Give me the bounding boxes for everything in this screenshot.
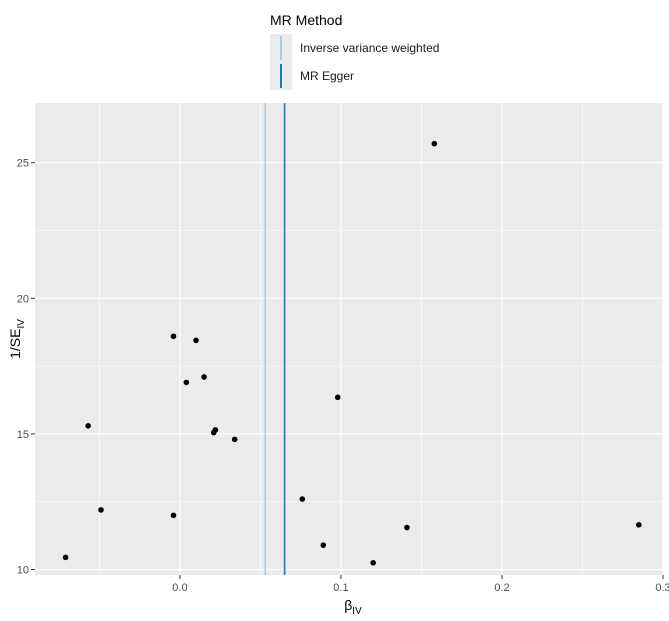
x-tick-label: 0.0 (172, 582, 187, 594)
data-point (320, 542, 327, 548)
legend-item-egger: MR Egger (270, 62, 439, 90)
data-point (299, 496, 306, 502)
data-point (183, 379, 190, 386)
data-point (334, 394, 341, 401)
x-tick-label: 0.2 (494, 582, 509, 594)
data-point (170, 512, 177, 519)
data-point (85, 423, 91, 429)
data-point (431, 140, 438, 147)
y-tick-label: 10 (17, 565, 29, 577)
legend-key-egger (270, 62, 292, 90)
data-points (62, 140, 642, 566)
data-point (170, 333, 177, 340)
legend-key-ivw (270, 34, 292, 62)
data-point (98, 507, 104, 513)
y-axis-title: 1/SEIV (7, 319, 27, 359)
x-axis-title-sub: IV (352, 606, 362, 617)
axis-ticks: 0.0 0.1 0.2 0.3 10 15 20 25 (17, 158, 669, 594)
y-tick-label: 15 (17, 429, 29, 441)
data-point (404, 524, 410, 531)
legend-item-ivw: Inverse variance weighted (270, 34, 439, 62)
y-axis-title-sub: IV (16, 319, 27, 329)
legend: MR Method Inverse variance weighted MR E… (270, 12, 439, 90)
x-tick-label: 0.1 (333, 582, 348, 594)
method-lines (264, 103, 286, 575)
data-point (62, 554, 69, 561)
data-point (636, 522, 642, 528)
data-point (231, 436, 238, 443)
y-tick-label: 20 (17, 293, 29, 305)
legend-label-ivw: Inverse variance weighted (300, 41, 440, 55)
legend-title: MR Method (270, 12, 343, 28)
x-tick-label: 0.3 (655, 582, 669, 594)
x-axis-title-main: β (344, 597, 352, 613)
legend-label-egger: MR Egger (300, 69, 355, 83)
plot-panel (35, 103, 663, 575)
data-point (201, 374, 207, 380)
data-point (210, 429, 217, 436)
data-point (193, 337, 199, 344)
grid (35, 103, 664, 575)
y-tick-label: 25 (17, 158, 29, 170)
data-point (370, 559, 376, 566)
y-axis-title-main: 1/SE (7, 329, 23, 359)
x-axis-title: βIV (344, 597, 362, 617)
